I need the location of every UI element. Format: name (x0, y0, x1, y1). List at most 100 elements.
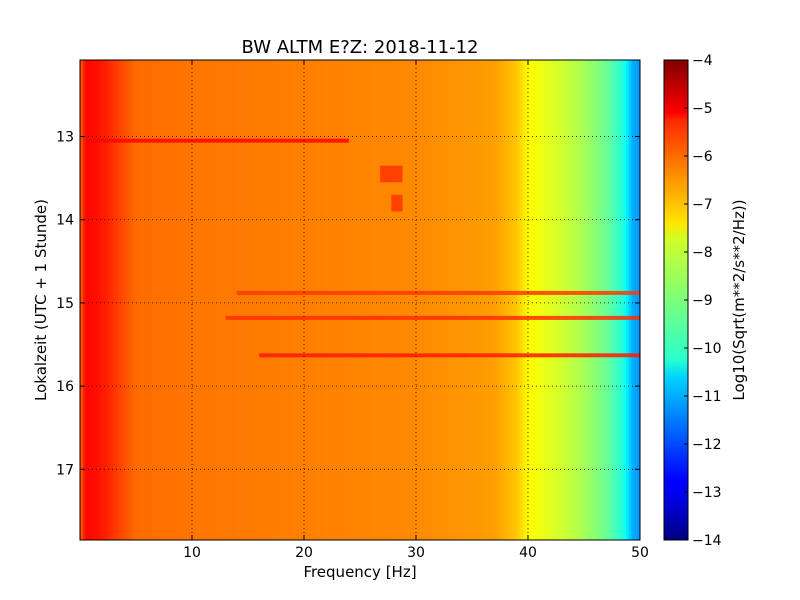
heatmap-column (348, 60, 352, 540)
colorbar-tick-label: −10 (692, 341, 722, 357)
heatmap-column (424, 60, 428, 540)
heatmap-column (550, 60, 554, 540)
heatmap-column (603, 60, 607, 540)
heatmap-column (438, 60, 442, 540)
heatmap-column (166, 60, 170, 540)
heatmap-column (329, 60, 333, 540)
x-tick-label: 10 (183, 545, 201, 561)
heatmap-column (312, 60, 316, 540)
heatmap-column (564, 60, 568, 540)
heatmap-column (326, 60, 330, 540)
heatmap-column (399, 60, 403, 540)
heatmap-column (581, 60, 585, 540)
spectral-line (225, 315, 640, 320)
heatmap-column (346, 60, 350, 540)
heatmap-column (309, 60, 313, 540)
heatmap-column (379, 60, 383, 540)
heatmap-column (189, 60, 193, 540)
heatmap-column (494, 60, 498, 540)
heatmap-column (222, 60, 226, 540)
heatmap-column (228, 60, 232, 540)
heatmap-column (343, 60, 347, 540)
heatmap-column (371, 60, 375, 540)
heatmap-column (354, 60, 358, 540)
heatmap-column (511, 60, 515, 540)
heatmap-column (253, 60, 257, 540)
heatmap-column (116, 60, 120, 540)
heatmap-column (110, 60, 114, 540)
heatmap-column (413, 60, 417, 540)
heatmap-column (508, 60, 512, 540)
heatmap-column (122, 60, 126, 540)
heatmap-column (225, 60, 229, 540)
heatmap-column (421, 60, 425, 540)
heatmap-column (544, 60, 548, 540)
y-tick-label: 15 (56, 296, 74, 312)
heatmap-column (234, 60, 238, 540)
heatmap-column (418, 60, 422, 540)
heatmap-column (186, 60, 190, 540)
heatmap-column (127, 60, 131, 540)
heatmap-column (194, 60, 198, 540)
heatmap-column (284, 60, 288, 540)
x-tick-label: 40 (519, 545, 537, 561)
heatmap-column (357, 60, 361, 540)
heatmap-column (318, 60, 322, 540)
colorbar-tick-label: −14 (692, 533, 722, 549)
heatmap-column (206, 60, 210, 540)
heatmap-column (217, 60, 221, 540)
heatmap-column (382, 60, 386, 540)
heatmap-column (466, 60, 470, 540)
heatmap-column (614, 60, 618, 540)
heatmap-column (600, 60, 604, 540)
heatmap-column (620, 60, 624, 540)
heatmap-column (368, 60, 372, 540)
heatmap-column (315, 60, 319, 540)
heatmap-column (292, 60, 296, 540)
colorbar-tick-label: −6 (692, 149, 713, 165)
heatmap-column (334, 60, 338, 540)
heatmap-column (567, 60, 571, 540)
heatmap-column (472, 60, 476, 540)
chart-title: BW ALTM E?Z: 2018-11-12 (242, 37, 479, 58)
heatmap-column (628, 60, 632, 540)
heatmap-column (522, 60, 526, 540)
heatmap-column (609, 60, 613, 540)
heatmap-column (152, 60, 156, 540)
heatmap-column (337, 60, 341, 540)
heatmap-column (612, 60, 616, 540)
heatmap-column (96, 60, 100, 540)
heatmap-column (402, 60, 406, 540)
heatmap-column (259, 60, 263, 540)
x-axis-label: Frequency [Hz] (303, 563, 416, 581)
heatmap-column (480, 60, 484, 540)
heatmap-column (130, 60, 134, 540)
heatmap-column (584, 60, 588, 540)
heatmap-column (477, 60, 481, 540)
heatmap-column (133, 60, 137, 540)
heatmap-column (404, 60, 408, 540)
y-tick-label: 14 (56, 213, 74, 229)
heatmap-column (298, 60, 302, 540)
heatmap-column (239, 60, 243, 540)
heatmap-column (432, 60, 436, 540)
x-tick-label: 50 (631, 545, 649, 561)
spectral-patch (380, 165, 403, 183)
heatmap-column (547, 60, 551, 540)
heatmap-column (598, 60, 602, 540)
heatmap-column (262, 60, 266, 540)
heatmap-column (236, 60, 240, 540)
heatmap-column (287, 60, 291, 540)
heatmap-column (155, 60, 159, 540)
grid-lines (80, 60, 640, 540)
heatmap-column (525, 60, 529, 540)
heatmap-column (626, 60, 630, 540)
heatmap-column (102, 60, 106, 540)
heatmap-column (220, 60, 224, 540)
heatmap-column (623, 60, 627, 540)
heatmap-column (455, 60, 459, 540)
colorbar-tick-label: −4 (692, 53, 713, 69)
heatmap-column (169, 60, 173, 540)
heatmap-column (578, 60, 582, 540)
